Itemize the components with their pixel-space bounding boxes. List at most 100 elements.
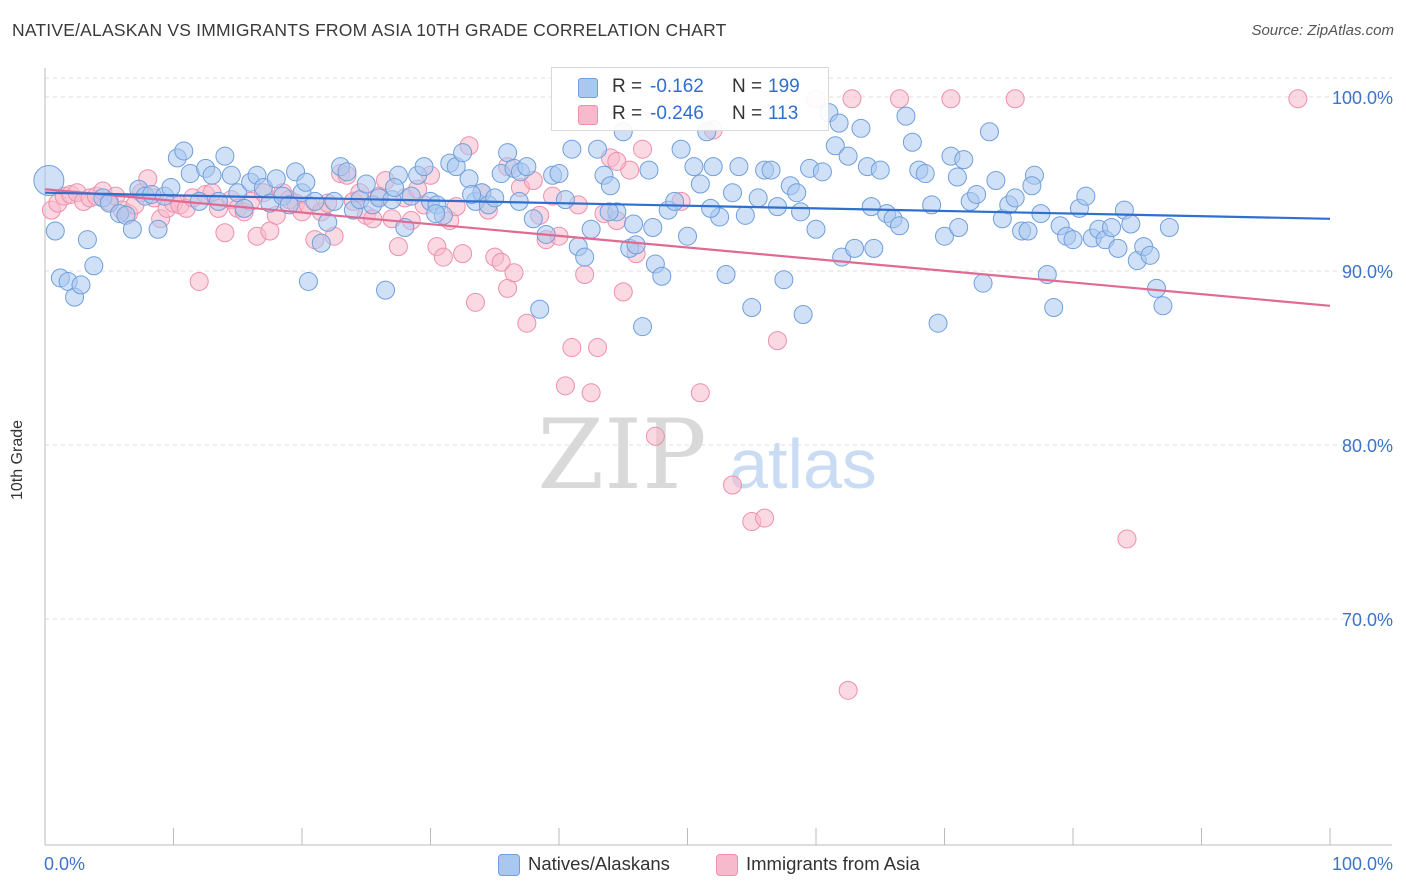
data-point-natives bbox=[575, 247, 595, 267]
data-point-natives bbox=[639, 160, 659, 180]
trend-lines bbox=[44, 188, 1331, 307]
data-point-natives bbox=[174, 141, 194, 161]
data-point-immigrants bbox=[613, 282, 633, 302]
data-point-immigrants bbox=[504, 263, 524, 283]
source-label: Source: ZipAtlas.com bbox=[1251, 22, 1394, 39]
data-point-immigrants bbox=[690, 383, 710, 403]
watermark: ZIP atlas bbox=[537, 399, 877, 511]
data-point-natives bbox=[581, 219, 601, 239]
data-point-natives bbox=[530, 299, 550, 319]
data-point-immigrants bbox=[555, 376, 575, 396]
data-point-natives bbox=[915, 164, 935, 184]
data-point-natives bbox=[84, 256, 104, 276]
data-point-natives bbox=[459, 169, 479, 189]
data-point-natives bbox=[1159, 218, 1179, 237]
n-label: N = bbox=[732, 76, 763, 97]
data-point-natives bbox=[825, 136, 845, 156]
data-point-natives bbox=[356, 174, 376, 194]
data-point-natives bbox=[979, 122, 999, 142]
data-point-immigrants bbox=[588, 338, 608, 358]
data-point-natives bbox=[949, 218, 969, 237]
data-point-natives bbox=[202, 165, 222, 185]
data-point-natives bbox=[1018, 221, 1038, 241]
y-tick-label: 80.0% bbox=[1342, 436, 1393, 456]
x-tick-label: 0.0% bbox=[44, 854, 85, 874]
data-point-natives bbox=[922, 195, 942, 215]
axes bbox=[44, 68, 1392, 846]
data-point-immigrants bbox=[189, 271, 209, 291]
data-point-immigrants bbox=[517, 313, 537, 333]
data-point-natives bbox=[562, 139, 582, 159]
data-point-natives bbox=[624, 214, 644, 234]
data-point-natives bbox=[376, 280, 396, 300]
x-tick-label: 100.0% bbox=[1332, 854, 1393, 874]
natives-legend-swatch bbox=[498, 854, 520, 876]
data-point-natives bbox=[812, 162, 832, 182]
trend-line-immigrants bbox=[44, 188, 1331, 307]
data-point-natives bbox=[453, 143, 473, 163]
data-point-natives bbox=[523, 209, 543, 229]
natives-swatch bbox=[578, 78, 598, 98]
data-point-immigrants bbox=[767, 331, 787, 351]
data-point-natives bbox=[742, 298, 762, 318]
data-point-natives bbox=[266, 169, 286, 189]
r-value: -0.162 bbox=[650, 76, 704, 97]
data-point-natives bbox=[555, 190, 575, 210]
data-point-natives bbox=[678, 226, 697, 246]
data-point-immigrants bbox=[633, 139, 653, 159]
y-tick-label: 100.0% bbox=[1332, 88, 1393, 108]
data-point-natives bbox=[517, 157, 537, 177]
data-point-natives bbox=[1063, 230, 1083, 250]
data-point-natives bbox=[600, 176, 620, 196]
data-point-natives bbox=[761, 160, 781, 180]
data-point-natives bbox=[748, 188, 768, 208]
data-point-immigrants bbox=[941, 89, 961, 109]
data-point-natives bbox=[954, 150, 974, 170]
data-point-immigrants bbox=[722, 475, 742, 495]
data-point-natives bbox=[385, 177, 405, 197]
data-point-natives bbox=[77, 230, 97, 250]
data-point-natives bbox=[735, 205, 755, 225]
data-point-natives bbox=[935, 226, 954, 246]
data-point-immigrants bbox=[575, 264, 595, 284]
data-point-natives bbox=[902, 132, 922, 152]
data-point-natives bbox=[643, 218, 663, 237]
stats-row-immigrants: R = -0.246 N = 113 bbox=[552, 100, 828, 128]
data-point-immigrants bbox=[433, 247, 453, 267]
data-point-immigrants bbox=[453, 244, 473, 264]
data-point-natives bbox=[318, 212, 338, 232]
data-point-natives bbox=[1140, 245, 1160, 265]
data-point-natives bbox=[703, 157, 723, 177]
data-point-immigrants bbox=[838, 680, 858, 700]
data-point-natives bbox=[599, 202, 619, 222]
data-point-natives bbox=[311, 233, 331, 253]
data-point-natives bbox=[787, 183, 807, 203]
data-point-natives bbox=[305, 191, 325, 211]
data-point-natives bbox=[1153, 296, 1173, 316]
data-point-natives bbox=[401, 186, 421, 206]
data-point-natives bbox=[665, 191, 685, 211]
data-point-natives bbox=[791, 202, 811, 222]
data-point-natives bbox=[549, 164, 569, 184]
data-point-natives bbox=[414, 157, 434, 177]
data-point-natives bbox=[722, 183, 742, 203]
data-point-natives bbox=[928, 313, 948, 333]
data-point-natives bbox=[626, 235, 646, 255]
data-point-natives bbox=[806, 219, 826, 239]
data-point-immigrants bbox=[562, 338, 582, 358]
data-point-immigrants bbox=[755, 508, 775, 528]
immigrants-swatch bbox=[578, 105, 598, 125]
data-point-natives bbox=[1121, 214, 1141, 234]
n-value: 113 bbox=[768, 103, 799, 124]
data-point-natives bbox=[633, 317, 653, 337]
data-point-natives bbox=[485, 188, 505, 208]
data-point-natives bbox=[33, 165, 65, 197]
data-point-natives bbox=[221, 165, 241, 185]
data-point-natives bbox=[588, 139, 608, 159]
data-point-natives bbox=[1076, 186, 1096, 206]
r-label: R = bbox=[612, 103, 643, 124]
data-point-natives bbox=[973, 273, 993, 293]
data-point-natives bbox=[947, 167, 967, 187]
data-point-natives bbox=[337, 162, 357, 182]
data-point-natives bbox=[967, 184, 987, 204]
